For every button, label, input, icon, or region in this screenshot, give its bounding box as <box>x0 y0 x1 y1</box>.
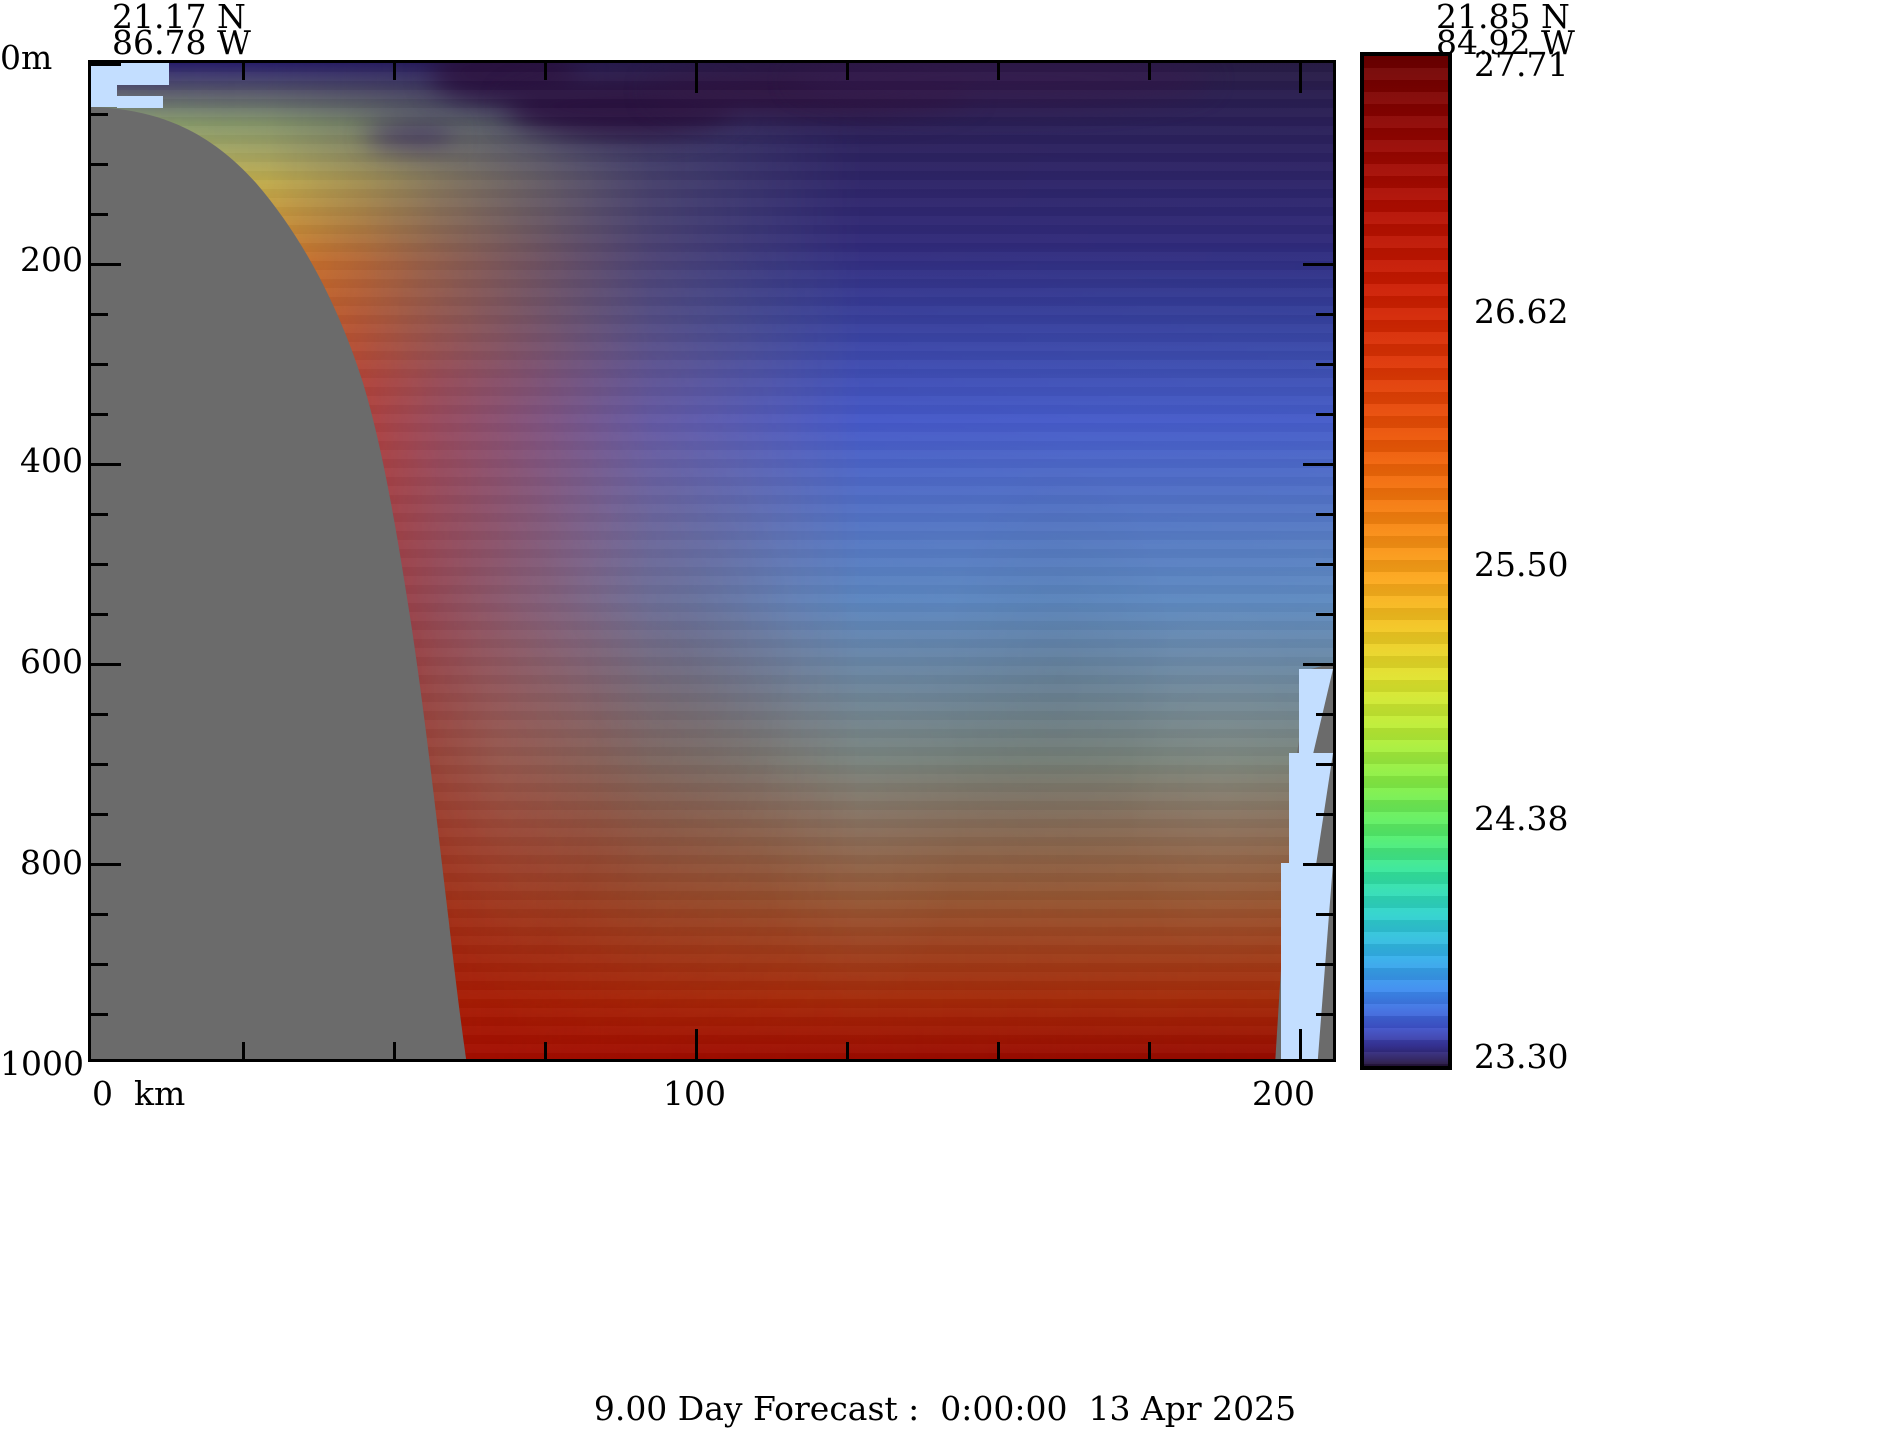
masked-shelf-band <box>91 85 117 107</box>
y-tick-minor <box>91 763 108 766</box>
y-axis-label-1000: 1000 <box>0 1044 84 1083</box>
y-tick-right-major <box>1303 463 1333 466</box>
cold-anomaly-blob <box>791 63 1211 107</box>
y-tick-right-minor <box>1316 913 1333 916</box>
y-tick-major <box>91 63 121 66</box>
y-tick-minor <box>91 113 108 116</box>
y-tick-right-minor <box>1316 563 1333 566</box>
x-axis-label-100: 100 <box>663 1074 726 1113</box>
colorbar-tick-label-max: 27.71 <box>1474 45 1569 84</box>
masked-shelf-band <box>91 63 169 85</box>
left-endpoint-longitude: 86.78 W <box>112 23 251 62</box>
y-axis-label-0: 0m <box>0 38 53 77</box>
y-tick-right-major <box>1303 263 1333 266</box>
x-tick-top-minor <box>544 63 547 80</box>
x-tick-bottom-minor <box>997 1042 1000 1059</box>
y-axis-label-600: 600 <box>20 642 83 681</box>
x-tick-bottom-major <box>1299 1029 1302 1059</box>
y-tick-right-major <box>1303 663 1333 666</box>
x-tick-top-major <box>695 63 698 93</box>
y-tick-right-minor <box>1316 363 1333 366</box>
x-tick-top-minor <box>1148 63 1151 80</box>
y-tick-right-minor <box>1316 713 1333 716</box>
colorbar-tick-label: 24.38 <box>1474 799 1569 838</box>
y-tick-right-minor <box>1316 963 1333 966</box>
x-tick-bottom-major <box>695 1029 698 1059</box>
cross-section-plot[interactable] <box>88 60 1336 1062</box>
seafloor-west <box>91 63 511 1059</box>
x-tick-top-minor <box>997 63 1000 80</box>
x-tick-bottom-minor <box>1148 1042 1151 1059</box>
right-endpoint-latitude: 21.85 N <box>1436 0 1570 36</box>
y-tick-minor <box>91 413 108 416</box>
y-tick-right-minor <box>1316 313 1333 316</box>
y-axis-label-400: 400 <box>20 441 83 480</box>
y-tick-major <box>91 663 121 666</box>
x-tick-top-minor <box>242 63 245 80</box>
left-endpoint-latitude: 21.17 N <box>112 0 246 36</box>
y-tick-minor <box>91 313 108 316</box>
y-axis-label-800: 800 <box>20 843 83 882</box>
x-tick-top-minor <box>846 63 849 80</box>
colorbar[interactable] <box>1360 52 1452 1070</box>
colorbar-tick-label: 26.62 <box>1474 292 1569 331</box>
x-tick-top-major <box>1299 63 1302 93</box>
x-tick-bottom-minor <box>544 1042 547 1059</box>
y-tick-major <box>91 263 121 266</box>
y-tick-minor <box>91 213 108 216</box>
y-tick-minor <box>91 163 108 166</box>
y-tick-right-minor <box>1316 413 1333 416</box>
seafloor-east <box>1253 63 1333 1059</box>
y-tick-major <box>91 463 121 466</box>
y-tick-minor <box>91 813 108 816</box>
x-tick-bottom-minor <box>242 1042 245 1059</box>
y-tick-minor <box>91 613 108 616</box>
colorbar-tick-label-min: 23.30 <box>1474 1037 1569 1076</box>
x-axis-label-200: 200 <box>1252 1074 1315 1113</box>
masked-shelf-band <box>117 96 163 108</box>
y-tick-minor <box>91 713 108 716</box>
y-tick-right-minor <box>1316 813 1333 816</box>
y-tick-minor <box>91 963 108 966</box>
y-tick-minor <box>91 513 108 516</box>
x-tick-top-minor <box>393 63 396 80</box>
x-axis-label-0: 0 km <box>92 1074 186 1113</box>
y-axis-label-200: 200 <box>20 240 83 279</box>
y-tick-minor <box>91 1013 108 1016</box>
y-tick-minor <box>91 913 108 916</box>
colorbar-bands <box>1364 56 1448 1066</box>
x-tick-bottom-minor <box>393 1042 396 1059</box>
y-tick-right-minor <box>1316 613 1333 616</box>
forecast-caption: 9.00 Day Forecast : 0:00:00 13 Apr 2025 <box>593 1389 1297 1428</box>
y-tick-right-minor <box>1316 513 1333 516</box>
y-tick-major <box>91 863 121 866</box>
colorbar-tick-label: 25.50 <box>1474 545 1569 584</box>
y-tick-right-minor <box>1316 763 1333 766</box>
y-tick-minor <box>91 563 108 566</box>
y-tick-right-minor <box>1316 1013 1333 1016</box>
y-tick-right-major <box>1303 863 1333 866</box>
cold-anomaly-blob <box>366 125 456 147</box>
x-tick-bottom-minor <box>846 1042 849 1059</box>
y-tick-minor <box>91 363 108 366</box>
